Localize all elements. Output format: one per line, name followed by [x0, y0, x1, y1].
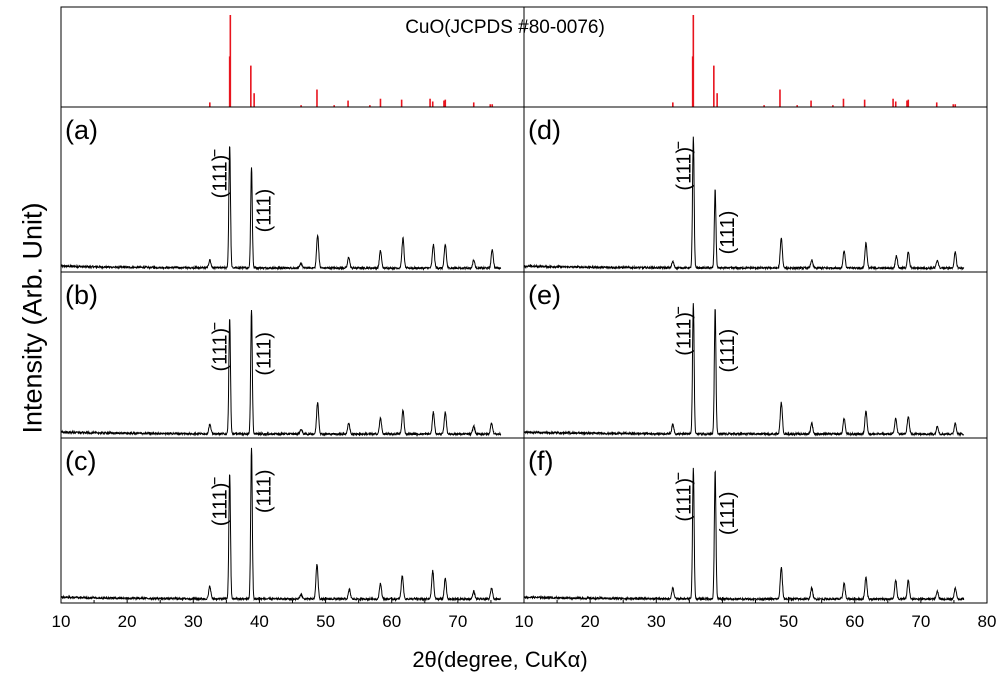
- peak-label-b-0: (111): [210, 328, 232, 372]
- peak-label-a-0: (111): [210, 155, 232, 199]
- panel-label-d: (d): [528, 115, 561, 145]
- x-tick-label-right-50: 50: [779, 612, 798, 631]
- panel-labels-layer: (a) (111) (111) (d) (111) (111) (b) (111) (111) (…: [65, 115, 739, 535]
- reference-label: CuO(JCPDS #80-0076): [405, 17, 605, 38]
- x-tick-label-right-30: 30: [647, 612, 666, 631]
- x-tick-label-right-20: 20: [581, 612, 600, 631]
- peak-label-f-0: (111): [673, 478, 695, 522]
- x-tick-label-left-50: 50: [316, 612, 335, 631]
- panel-label-c: (c): [65, 446, 96, 476]
- xrd-curves-layer: [60, 136, 965, 602]
- x-tick-label-left-60: 60: [382, 612, 401, 631]
- x-tick-label-right-70: 70: [911, 612, 930, 631]
- panel-label-e: (e): [528, 280, 561, 310]
- peak-label-e-1: (111): [717, 329, 739, 373]
- panel-label-a: (a): [65, 115, 98, 145]
- x-tick-label-left-40: 40: [250, 612, 269, 631]
- reference-pattern-layer: [209, 15, 957, 107]
- x-tick-label-right-60: 60: [845, 612, 864, 631]
- peak-label-e-0: (111): [673, 312, 695, 356]
- x-tick-label-left-10: 10: [52, 612, 71, 631]
- x-tick-label-left-20: 20: [118, 612, 137, 631]
- panel-label-b: (b): [65, 280, 98, 310]
- x-tick-label-right-40: 40: [713, 612, 732, 631]
- peak-label-c-1: (111): [253, 469, 275, 513]
- x-tick-label-left-30: 30: [184, 612, 203, 631]
- peak-label-c-0: (111): [210, 483, 232, 527]
- peak-label-b-1: (111): [253, 332, 275, 376]
- panel-frames-layer: [60, 6, 988, 604]
- peak-label-f-1: (111): [717, 491, 739, 535]
- xrd-curve-d: [523, 136, 965, 271]
- peak-label-d-0: (111): [673, 147, 695, 191]
- y-axis-label-container: Intensity (Arb. Unit): [18, 0, 48, 600]
- xrd-curve-e: [523, 303, 965, 437]
- xrd-curve-b: [60, 309, 502, 437]
- peak-label-a-1: (111): [253, 189, 275, 233]
- x-axis-label: 2θ(degree, CuKα): [412, 647, 588, 672]
- x-axis-layer: 10 20 30 40 50 60 70 10 20 30 40 50 60 70 80: [52, 597, 997, 631]
- x-tick-label-right-10: 10: [515, 612, 534, 631]
- xrd-curve-f: [523, 467, 965, 602]
- peak-label-d-1: (111): [717, 211, 739, 255]
- x-tick-label-left-70: 70: [448, 612, 467, 631]
- xrd-curve-a: [60, 146, 502, 271]
- y-axis-label: Intensity (Arb. Unit): [17, 202, 48, 434]
- xrd-curve-c: [60, 447, 502, 602]
- x-tick-label-right-80: 80: [978, 612, 997, 631]
- panel-label-f: (f): [528, 446, 553, 476]
